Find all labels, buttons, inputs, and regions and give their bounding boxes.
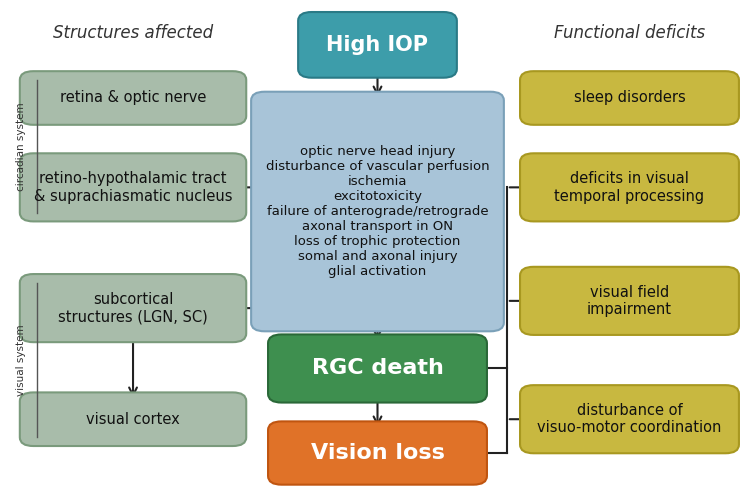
Text: RGC death: RGC death xyxy=(312,359,443,379)
FancyBboxPatch shape xyxy=(520,153,739,222)
Text: High IOP: High IOP xyxy=(326,35,429,55)
Text: visual cortex: visual cortex xyxy=(86,412,180,427)
FancyBboxPatch shape xyxy=(520,267,739,335)
Text: optic nerve head injury
disturbance of vascular perfusion
ischemia
excitotoxicit: optic nerve head injury disturbance of v… xyxy=(266,145,489,278)
Text: subcortical
structures (LGN, SC): subcortical structures (LGN, SC) xyxy=(58,292,208,324)
Text: sleep disorders: sleep disorders xyxy=(574,90,686,105)
Text: deficits in visual
temporal processing: deficits in visual temporal processing xyxy=(554,171,704,204)
FancyBboxPatch shape xyxy=(520,385,739,453)
FancyBboxPatch shape xyxy=(20,153,246,222)
FancyBboxPatch shape xyxy=(20,392,246,446)
Text: visual system: visual system xyxy=(16,324,26,396)
FancyBboxPatch shape xyxy=(520,71,739,125)
Text: Vision loss: Vision loss xyxy=(310,443,445,463)
FancyBboxPatch shape xyxy=(251,92,504,331)
Text: retina & optic nerve: retina & optic nerve xyxy=(60,90,206,105)
Text: visual field
impairment: visual field impairment xyxy=(587,285,672,317)
Text: Functional deficits: Functional deficits xyxy=(554,24,705,42)
FancyBboxPatch shape xyxy=(268,421,487,485)
FancyBboxPatch shape xyxy=(268,334,487,402)
FancyBboxPatch shape xyxy=(298,12,457,78)
Text: retino-hypothalamic tract
& suprachiasmatic nucleus: retino-hypothalamic tract & suprachiasma… xyxy=(34,171,233,204)
Text: disturbance of
visuo-motor coordination: disturbance of visuo-motor coordination xyxy=(538,403,722,435)
Text: circadian system: circadian system xyxy=(16,102,26,191)
FancyBboxPatch shape xyxy=(20,71,246,125)
FancyBboxPatch shape xyxy=(20,274,246,342)
Text: Structures affected: Structures affected xyxy=(53,24,213,42)
